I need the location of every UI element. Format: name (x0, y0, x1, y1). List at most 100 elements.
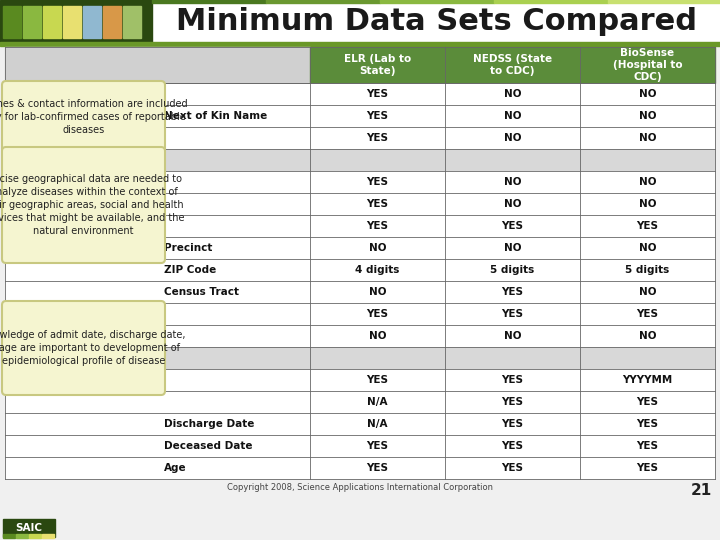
Bar (445, 303, 580, 325)
Text: YYYYMM: YYYYMM (622, 375, 672, 385)
Text: Deceased Date: Deceased Date (163, 441, 252, 451)
Bar (445, 127, 580, 149)
Bar (5, 413, 310, 435)
Bar (0, 0, 152, 43)
Bar (5, 215, 310, 237)
Text: SAIC: SAIC (16, 523, 42, 533)
Bar (5, 325, 310, 347)
Text: YES: YES (366, 111, 389, 121)
Text: YES: YES (636, 397, 659, 407)
Bar (5, 149, 310, 171)
Bar (445, 259, 580, 281)
Bar (580, 149, 715, 171)
Bar (580, 325, 715, 347)
Bar (445, 237, 580, 259)
Bar (310, 127, 445, 149)
Text: Names & contact information are included
only for lab-confirmed cases of reporta: Names & contact information are included… (0, 99, 187, 135)
Text: ELR (Lab to
State): ELR (Lab to State) (344, 54, 411, 76)
Bar (5, 281, 310, 303)
Text: Minimum Data Sets Compared: Minimum Data Sets Compared (176, 8, 696, 37)
Bar (580, 47, 715, 83)
Bar (580, 281, 715, 303)
Text: NO: NO (639, 331, 656, 341)
Bar (152, 0, 266, 3)
Bar (310, 457, 445, 479)
Text: YES: YES (636, 419, 659, 429)
FancyBboxPatch shape (2, 301, 165, 395)
Bar (310, 237, 445, 259)
Bar (380, 0, 494, 3)
Bar (445, 325, 580, 347)
FancyBboxPatch shape (2, 147, 165, 263)
Text: NO: NO (504, 177, 521, 187)
Text: NO: NO (639, 243, 656, 253)
Bar (5, 171, 310, 193)
Bar (310, 149, 445, 171)
Bar (5, 83, 310, 105)
Bar (310, 105, 445, 127)
Bar (580, 457, 715, 479)
Text: YES: YES (366, 199, 389, 209)
Bar (103, 6, 121, 38)
Bar (494, 0, 608, 3)
Bar (580, 369, 715, 391)
Bar (310, 171, 445, 193)
Bar (580, 347, 715, 369)
Text: YES: YES (502, 375, 523, 385)
Bar (5, 391, 310, 413)
Text: Age: Age (163, 463, 186, 473)
Text: NEDSS (State
to CDC): NEDSS (State to CDC) (473, 54, 552, 76)
Bar (445, 47, 580, 83)
Bar (43, 6, 61, 38)
Bar (445, 193, 580, 215)
Text: NO: NO (639, 199, 656, 209)
Bar (310, 215, 445, 237)
Bar (310, 413, 445, 435)
Bar (5, 237, 310, 259)
Polygon shape (151, 182, 161, 212)
Bar (5, 347, 310, 369)
Bar (310, 325, 445, 347)
Text: YES: YES (502, 419, 523, 429)
Text: YES: YES (366, 309, 389, 319)
Bar (310, 369, 445, 391)
Text: YES: YES (502, 309, 523, 319)
Text: Next of Kin Name: Next of Kin Name (163, 111, 267, 121)
Bar (445, 215, 580, 237)
Text: NO: NO (369, 331, 386, 341)
Text: NO: NO (369, 243, 386, 253)
Text: N/A: N/A (367, 397, 388, 407)
Text: NO: NO (639, 287, 656, 297)
Text: NO: NO (639, 111, 656, 121)
Bar (16, 534, 28, 538)
Bar (3, 534, 15, 538)
FancyBboxPatch shape (2, 81, 165, 153)
Bar (445, 149, 580, 171)
Text: YES: YES (502, 221, 523, 231)
Bar (83, 6, 101, 38)
Bar (310, 47, 445, 83)
Text: NO: NO (504, 89, 521, 99)
Bar (445, 435, 580, 457)
Polygon shape (151, 94, 161, 124)
Bar (23, 6, 41, 38)
Text: NO: NO (504, 199, 521, 209)
Bar (580, 105, 715, 127)
Bar (310, 391, 445, 413)
Text: YES: YES (636, 463, 659, 473)
Text: Census Tract: Census Tract (163, 287, 238, 297)
Bar (42, 534, 54, 538)
Bar (580, 413, 715, 435)
Text: NO: NO (504, 133, 521, 143)
Bar (580, 127, 715, 149)
Text: NO: NO (639, 89, 656, 99)
Bar (5, 259, 310, 281)
Bar (580, 259, 715, 281)
Text: Precinct: Precinct (163, 243, 212, 253)
Text: YES: YES (636, 309, 659, 319)
Bar (0, 42, 720, 46)
Bar (29, 534, 41, 538)
Text: 4 digits: 4 digits (355, 265, 400, 275)
Polygon shape (150, 94, 160, 123)
Polygon shape (150, 336, 160, 354)
